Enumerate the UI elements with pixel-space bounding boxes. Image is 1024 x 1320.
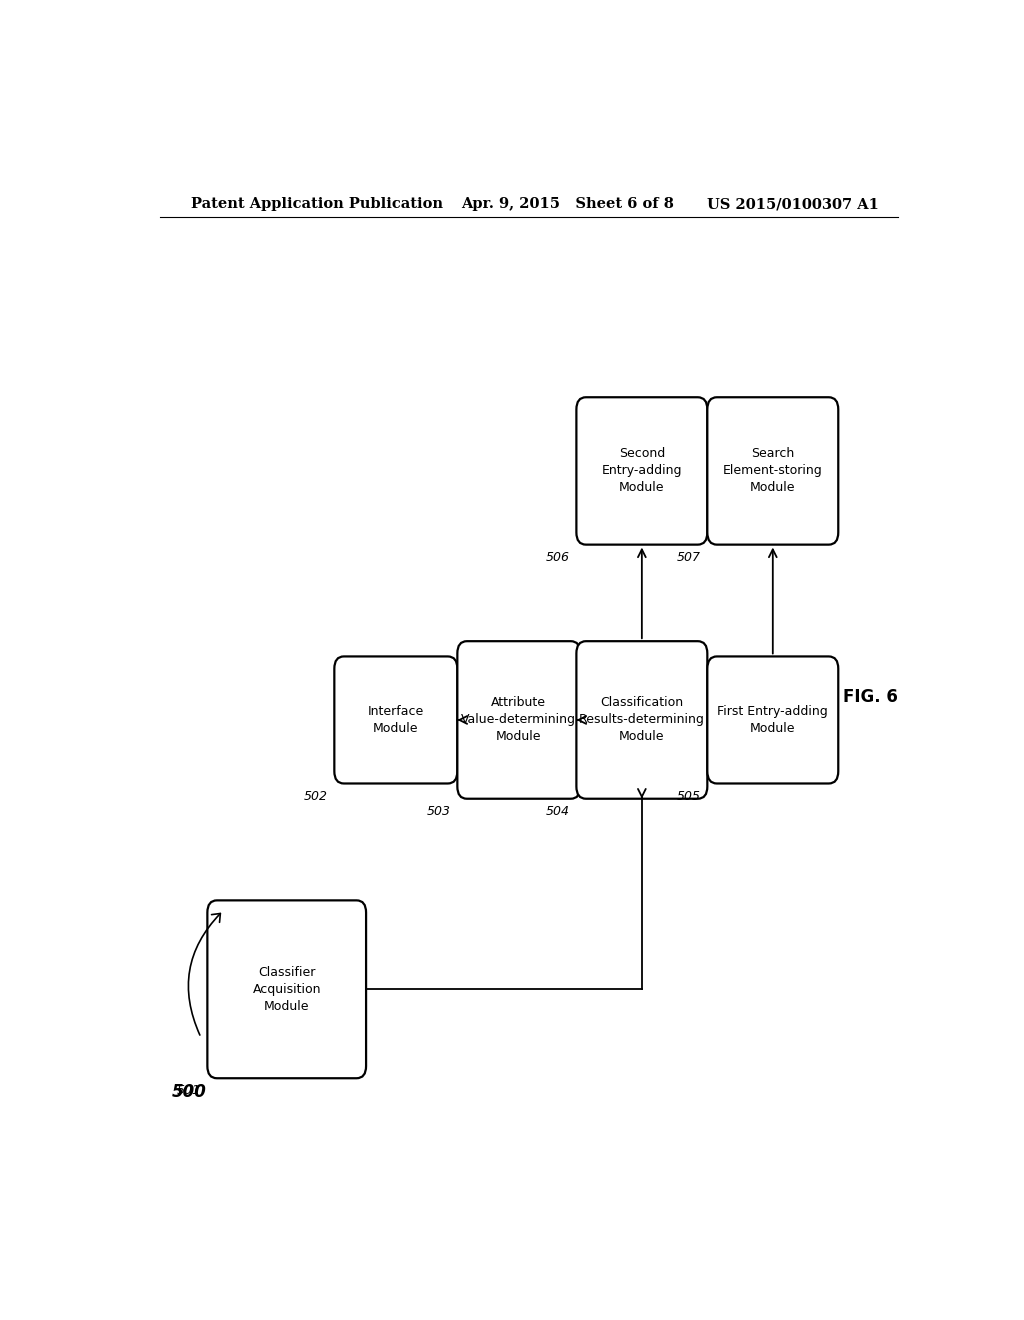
Text: First Entry-adding
Module: First Entry-adding Module — [718, 705, 828, 735]
FancyBboxPatch shape — [708, 656, 839, 784]
Text: Classifier
Acquisition
Module: Classifier Acquisition Module — [253, 966, 321, 1012]
FancyBboxPatch shape — [577, 397, 708, 545]
Text: US 2015/0100307 A1: US 2015/0100307 A1 — [708, 197, 880, 211]
FancyArrowPatch shape — [188, 913, 220, 1035]
Text: Second
Entry-adding
Module: Second Entry-adding Module — [602, 447, 682, 495]
FancyBboxPatch shape — [458, 642, 581, 799]
Text: 501: 501 — [177, 1084, 201, 1097]
Text: 503: 503 — [427, 805, 451, 818]
Text: Attribute
Value-determining
Module: Attribute Value-determining Module — [462, 697, 577, 743]
Text: 500: 500 — [172, 1084, 207, 1101]
Text: Classification
Results-determining
Module: Classification Results-determining Modul… — [579, 697, 705, 743]
FancyBboxPatch shape — [207, 900, 367, 1078]
Text: 502: 502 — [304, 789, 328, 803]
FancyBboxPatch shape — [334, 656, 458, 784]
Text: Search
Element-storing
Module: Search Element-storing Module — [723, 447, 822, 495]
Text: 504: 504 — [546, 805, 570, 818]
Text: Patent Application Publication: Patent Application Publication — [191, 197, 443, 211]
FancyBboxPatch shape — [577, 642, 708, 799]
Text: Apr. 9, 2015   Sheet 6 of 8: Apr. 9, 2015 Sheet 6 of 8 — [461, 197, 674, 211]
Text: Interface
Module: Interface Module — [368, 705, 424, 735]
Text: 507: 507 — [677, 550, 701, 564]
Text: FIG. 6: FIG. 6 — [843, 688, 897, 706]
FancyBboxPatch shape — [708, 397, 839, 545]
Text: 505: 505 — [677, 789, 701, 803]
Text: 506: 506 — [546, 550, 570, 564]
